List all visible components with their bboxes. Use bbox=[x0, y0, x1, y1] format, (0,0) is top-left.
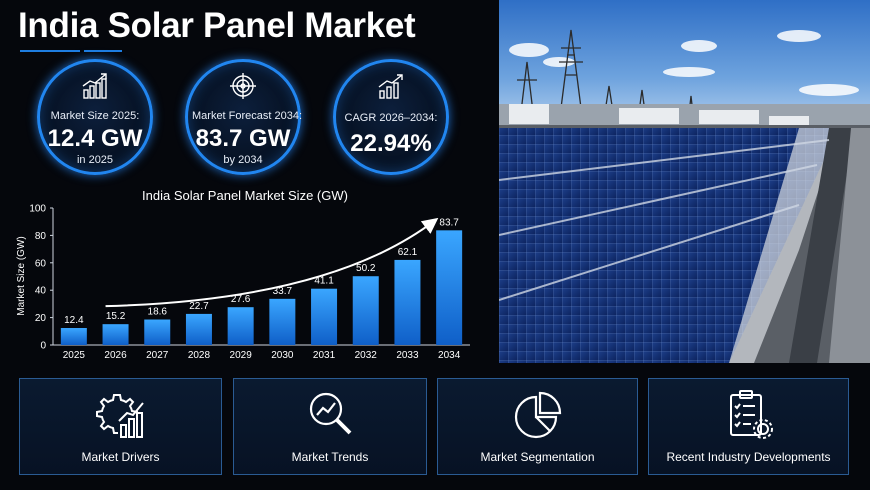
bar bbox=[311, 288, 338, 345]
kpi-sub: in 2025 bbox=[76, 154, 114, 166]
card-market-segmentation[interactable]: Market Segmentation bbox=[437, 378, 638, 475]
y-tick-label: 40 bbox=[35, 286, 47, 297]
y-tick-label: 0 bbox=[40, 341, 46, 352]
y-tick-label: 100 bbox=[29, 204, 46, 215]
trend-arrow bbox=[105, 217, 439, 308]
bar-value-label: 50.2 bbox=[356, 263, 376, 274]
bar bbox=[394, 259, 421, 345]
bar-value-label: 18.6 bbox=[148, 307, 168, 318]
kpi-value: 12.4 GW bbox=[47, 125, 143, 152]
bar bbox=[60, 328, 87, 345]
bar-value-label: 33.7 bbox=[273, 286, 293, 297]
clipboard-gear-icon bbox=[729, 390, 773, 439]
x-tick-label: 2026 bbox=[104, 350, 127, 361]
x-tick-label: 2033 bbox=[396, 350, 419, 361]
y-axis-label: Market Size (GW) bbox=[16, 236, 27, 315]
x-tick-label: 2030 bbox=[271, 350, 294, 361]
y-tick-label: 60 bbox=[35, 258, 47, 269]
kpi-value: 22.94% bbox=[350, 130, 432, 157]
bar bbox=[185, 313, 212, 345]
kpi-label: Market Size 2025: bbox=[50, 110, 140, 122]
bar-value-label: 22.7 bbox=[189, 301, 209, 312]
x-tick-label: 2029 bbox=[230, 350, 253, 361]
title-underline bbox=[20, 50, 80, 52]
card-label: Market Trends bbox=[291, 450, 369, 464]
bar-value-label: 41.1 bbox=[314, 276, 334, 287]
x-tick-label: 2025 bbox=[63, 350, 86, 361]
bar bbox=[102, 324, 129, 345]
target-icon bbox=[230, 73, 256, 99]
bar-value-label: 83.7 bbox=[439, 217, 459, 228]
kpi-value: 83.7 GW bbox=[195, 125, 291, 152]
pie-chart-icon bbox=[514, 391, 561, 439]
bar-value-label: 15.2 bbox=[106, 311, 126, 322]
card-market-drivers[interactable]: Market Drivers bbox=[19, 378, 222, 475]
growth-chart-icon bbox=[378, 74, 403, 99]
card-label: Recent Industry Developments bbox=[666, 450, 831, 464]
bar-chart-icon bbox=[82, 73, 107, 99]
x-tick-label: 2027 bbox=[146, 350, 169, 361]
market-size-bar-chart: Market Size (GW) 0 20 40 60 80 100 12.4 2025 15.… bbox=[16, 204, 470, 361]
bar-value-label: 27.6 bbox=[231, 294, 251, 305]
kpi-label: CAGR 2026–2034: bbox=[344, 112, 438, 124]
chart-title: India Solar Panel Market Size (GW) bbox=[142, 188, 348, 203]
card-label: Market Drivers bbox=[81, 450, 160, 464]
kpi-market-size: Market Size 2025: 12.4 GW in 2025 bbox=[37, 59, 153, 175]
page-title: India Solar Panel Market bbox=[18, 6, 416, 45]
kpi-market-forecast: Market Forecast 2034: 83.7 GW by 2034 bbox=[185, 59, 303, 175]
x-tick-label: 2034 bbox=[438, 350, 461, 361]
magnifier-trend-icon bbox=[309, 392, 352, 435]
bar bbox=[352, 276, 379, 345]
card-recent-developments[interactable]: Recent Industry Developments bbox=[648, 378, 849, 475]
x-tick-label: 2032 bbox=[355, 350, 378, 361]
y-tick-label: 80 bbox=[35, 231, 47, 242]
bar bbox=[269, 298, 296, 345]
gear-growth-icon bbox=[95, 394, 144, 438]
bar bbox=[436, 230, 463, 345]
bar-value-label: 62.1 bbox=[398, 247, 418, 258]
y-tick-label: 20 bbox=[35, 313, 47, 324]
kpi-cagr: CAGR 2026–2034: 22.94% bbox=[333, 59, 449, 175]
card-market-trends[interactable]: Market Trends bbox=[233, 378, 427, 475]
kpi-sub: by 2034 bbox=[223, 154, 263, 166]
title-underline-accent bbox=[84, 50, 122, 52]
card-label: Market Segmentation bbox=[480, 450, 595, 464]
bar-value-label: 12.4 bbox=[64, 315, 84, 326]
bar bbox=[227, 307, 254, 345]
x-tick-label: 2028 bbox=[188, 350, 211, 361]
solar-panel-array-photo bbox=[499, 0, 870, 363]
x-tick-label: 2031 bbox=[313, 350, 336, 361]
kpi-label: Market Forecast 2034: bbox=[192, 110, 303, 122]
bar bbox=[144, 319, 171, 345]
